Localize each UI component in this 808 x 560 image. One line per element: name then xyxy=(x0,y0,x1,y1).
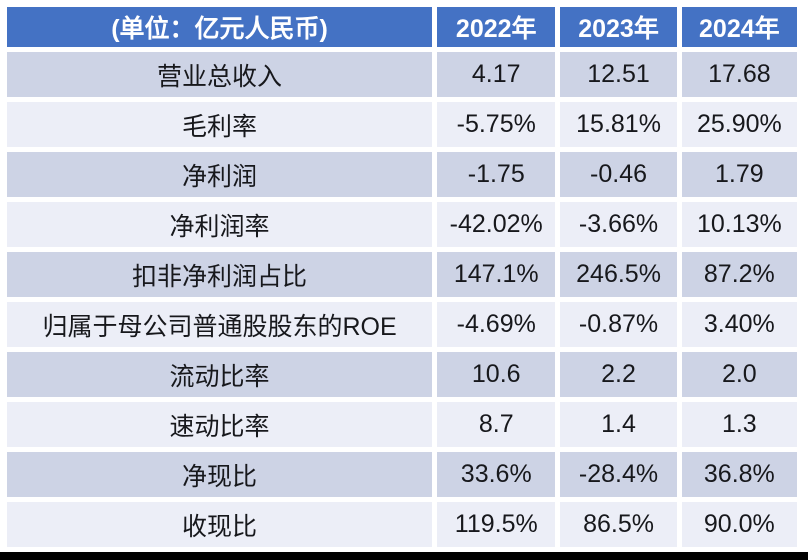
cell-value: 2.0 xyxy=(681,352,797,397)
cell-value: 8.7 xyxy=(437,402,556,447)
cell-value: 15.81% xyxy=(560,102,677,147)
cell-value: -28.4% xyxy=(560,452,677,497)
cell-value: -0.87% xyxy=(560,302,677,347)
table-row: 净利润率 -42.02% -3.66% 10.13% xyxy=(7,202,797,247)
table-row: 归属于母公司普通股股东的ROE -4.69% -0.87% 3.40% xyxy=(7,302,797,347)
table-row: 净利润 -1.75 -0.46 1.79 xyxy=(7,152,797,197)
year-header-2023: 2023年 xyxy=(560,7,677,47)
cell-value: 2.2 xyxy=(560,352,677,397)
cell-value: 1.3 xyxy=(681,402,797,447)
unit-header-cell: (单位：亿元人民币) xyxy=(7,7,433,47)
row-label: 净现比 xyxy=(7,452,433,497)
cell-value: -0.46 xyxy=(560,152,677,197)
cell-value: 147.1% xyxy=(437,252,556,297)
cell-value: -42.02% xyxy=(437,202,556,247)
table-header-row: (单位：亿元人民币) 2022年 2023年 2024年 xyxy=(7,7,797,47)
cell-value: -4.69% xyxy=(437,302,556,347)
cell-value: -3.66% xyxy=(560,202,677,247)
cell-value: 33.6% xyxy=(437,452,556,497)
table-row: 速动比率 8.7 1.4 1.3 xyxy=(7,402,797,447)
bottom-black-bar xyxy=(0,552,808,560)
table-row: 毛利率 -5.75% 15.81% 25.90% xyxy=(7,102,797,147)
cell-value: 1.4 xyxy=(560,402,677,447)
cell-value: 17.68 xyxy=(681,52,797,97)
table-row: 收现比 119.5% 86.5% 90.0% xyxy=(7,502,797,547)
cell-value: 12.51 xyxy=(560,52,677,97)
financial-metrics-table: (单位：亿元人民币) 2022年 2023年 2024年 营业总收入 4.17 … xyxy=(2,2,802,552)
cell-value: 119.5% xyxy=(437,502,556,547)
cell-value: -1.75 xyxy=(437,152,556,197)
table-row: 净现比 33.6% -28.4% 36.8% xyxy=(7,452,797,497)
cell-value: 1.79 xyxy=(681,152,797,197)
row-label: 归属于母公司普通股股东的ROE xyxy=(7,302,433,347)
row-label: 净利润率 xyxy=(7,202,433,247)
cell-value: 246.5% xyxy=(560,252,677,297)
row-label: 净利润 xyxy=(7,152,433,197)
year-header-2022: 2022年 xyxy=(437,7,556,47)
cell-value: 90.0% xyxy=(681,502,797,547)
year-header-2024: 2024年 xyxy=(681,7,797,47)
cell-value: -5.75% xyxy=(437,102,556,147)
row-label: 营业总收入 xyxy=(7,52,433,97)
row-label: 收现比 xyxy=(7,502,433,547)
row-label: 速动比率 xyxy=(7,402,433,447)
row-label: 流动比率 xyxy=(7,352,433,397)
row-label: 扣非净利润占比 xyxy=(7,252,433,297)
cell-value: 36.8% xyxy=(681,452,797,497)
cell-value: 86.5% xyxy=(560,502,677,547)
cell-value: 10.13% xyxy=(681,202,797,247)
cell-value: 3.40% xyxy=(681,302,797,347)
cell-value: 87.2% xyxy=(681,252,797,297)
cell-value: 10.6 xyxy=(437,352,556,397)
row-label: 毛利率 xyxy=(7,102,433,147)
table-row: 营业总收入 4.17 12.51 17.68 xyxy=(7,52,797,97)
cell-value: 25.90% xyxy=(681,102,797,147)
table-row: 扣非净利润占比 147.1% 246.5% 87.2% xyxy=(7,252,797,297)
table-row: 流动比率 10.6 2.2 2.0 xyxy=(7,352,797,397)
cell-value: 4.17 xyxy=(437,52,556,97)
